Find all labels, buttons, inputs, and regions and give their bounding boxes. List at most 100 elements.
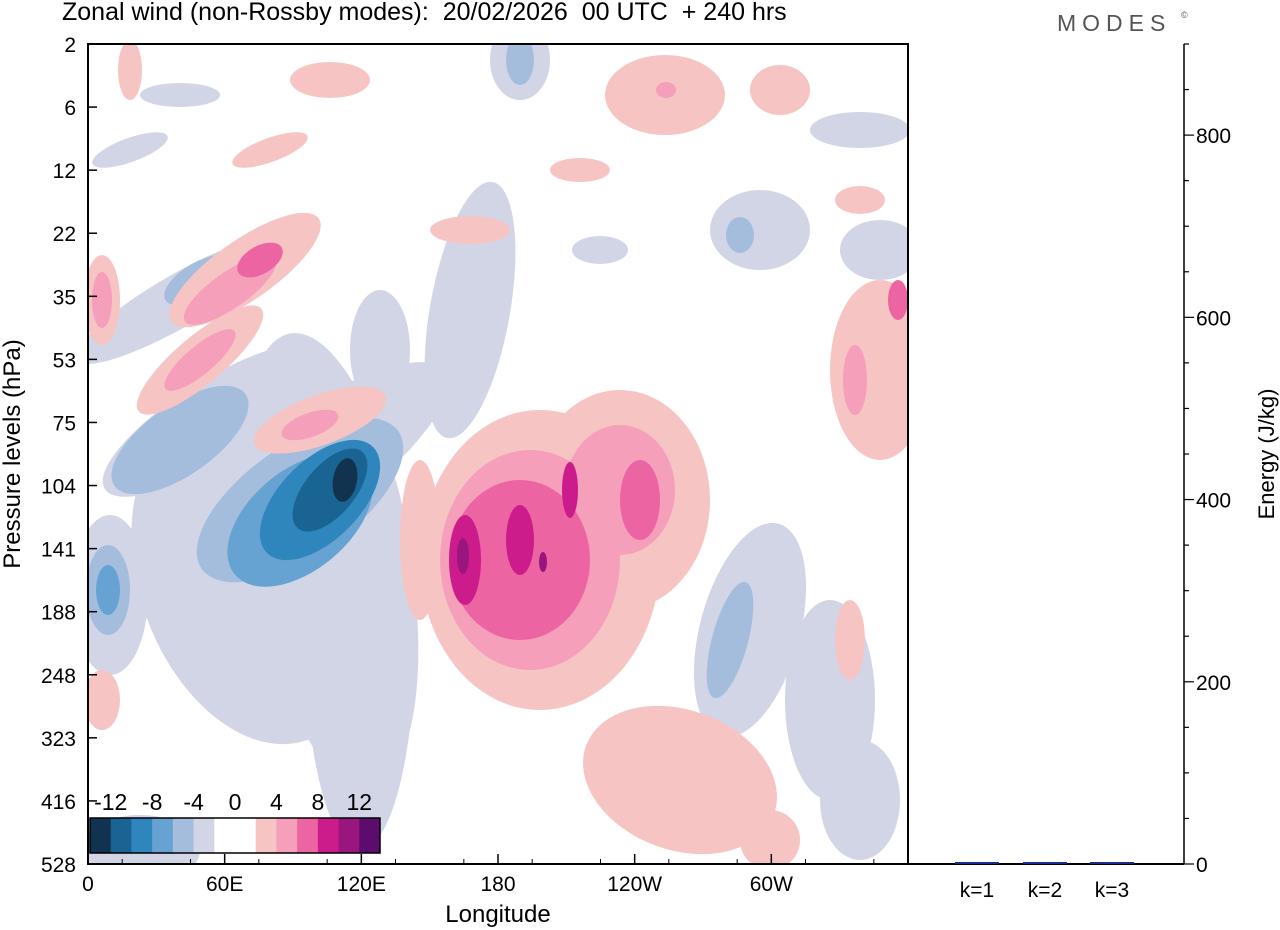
westerly-shade — [281, 409, 339, 441]
chart-title: Zonal wind (non-Rossby modes): 20/02/202… — [62, 0, 787, 26]
y-tick-label: 248 — [41, 665, 76, 688]
colorbar-swatch — [235, 818, 257, 853]
x-tick-label: 0 — [82, 873, 94, 896]
westerly-shade — [620, 460, 660, 540]
westerly-envelope — [118, 44, 142, 100]
westerly-envelope — [232, 132, 308, 168]
energy-category-label: k=1 — [960, 879, 994, 902]
westerly-envelope — [835, 600, 865, 680]
easterly-shade — [726, 217, 754, 253]
x-axis-label: Longitude — [445, 901, 550, 928]
colorbar: -12 -8 -4 0 4 8 12 — [89, 789, 381, 854]
y-tick-label: 53 — [53, 349, 76, 372]
colorbar-label: 0 — [229, 789, 242, 815]
x-tick-label: 180 — [480, 873, 515, 896]
colorbar-swatch — [110, 818, 132, 853]
westerly-envelope — [550, 158, 610, 182]
westerly-core — [539, 552, 547, 572]
westerly-envelope — [740, 810, 800, 864]
y-axis-label: Pressure levels (hPa) — [0, 339, 26, 568]
colorbar-swatch — [193, 818, 215, 853]
energy-tick-label: 600 — [1196, 307, 1231, 330]
westerly-core — [457, 538, 469, 574]
energy-tick-label: 200 — [1196, 672, 1231, 695]
easterly-shade — [111, 385, 249, 495]
heatmap-field — [88, 44, 908, 864]
energy-category-label: k=2 — [1028, 879, 1062, 902]
y-tick-label: 323 — [41, 728, 76, 751]
easterly-shade — [96, 565, 120, 615]
x-tick-label: 120E — [337, 873, 386, 896]
westerly-shade — [506, 505, 534, 575]
colorbar-label: 8 — [311, 789, 324, 815]
easterly-envelope — [350, 290, 410, 410]
y-tick-label: 141 — [41, 539, 76, 562]
colorbar-swatch — [172, 818, 195, 853]
colorbar-label: 12 — [346, 789, 372, 815]
easterly-envelope — [810, 112, 908, 148]
westerly-envelope — [400, 460, 440, 620]
y-tick-label: 188 — [41, 602, 76, 625]
easterly-envelope — [710, 190, 810, 270]
westerly-shade — [164, 329, 236, 391]
y-tick-label: 75 — [53, 412, 76, 435]
westerly-envelope — [830, 280, 908, 460]
colorbar-label: -8 — [142, 789, 162, 815]
y-tick-label: 528 — [41, 854, 76, 877]
y-tick-label: 6 — [64, 97, 76, 120]
westerly-shade — [237, 242, 283, 278]
energy-bar — [955, 862, 999, 864]
energy-axis-label: Energy (J/kg) — [1254, 389, 1279, 520]
westerly-envelope — [750, 65, 810, 115]
energy-tick-label: 0 — [1196, 854, 1208, 877]
colorbar-label: -12 — [94, 789, 127, 815]
colorbar-label: -4 — [183, 789, 204, 815]
westerly-shade — [562, 462, 578, 518]
colorbar-swatch — [317, 818, 340, 853]
copyright-mark: © — [1181, 10, 1188, 20]
energy-category-label: k=3 — [1095, 879, 1129, 902]
x-tick-label: 60W — [750, 873, 793, 896]
colorbar-swatch — [276, 818, 298, 853]
westerly-shade — [92, 272, 112, 328]
easterly-shade — [706, 581, 754, 699]
y-tick-label: 35 — [53, 286, 76, 309]
easterly-envelope — [424, 181, 516, 439]
westerly-shade — [843, 345, 867, 415]
energy-bar — [1090, 862, 1134, 864]
colorbar-label: 4 — [270, 789, 283, 815]
y-tick-label: 104 — [41, 476, 76, 499]
easterly-core — [332, 458, 358, 502]
easterly-envelope — [140, 83, 220, 107]
x-tick-label: 60E — [206, 873, 243, 896]
energy-tick-label: 400 — [1196, 490, 1231, 513]
x-tick-label: 120W — [607, 873, 662, 896]
easterly-envelope — [572, 236, 628, 264]
easterly-envelope — [92, 132, 168, 168]
westerly-envelope — [835, 186, 885, 214]
westerly-envelope — [430, 216, 510, 244]
westerly-envelope — [290, 62, 370, 98]
easterly-envelope — [820, 740, 900, 860]
y-tick-label: 12 — [53, 160, 76, 183]
easterly-envelope — [840, 220, 908, 280]
y-tick-label: 22 — [53, 223, 76, 246]
westerly-shade — [656, 82, 676, 98]
energy-bar — [1023, 862, 1067, 864]
energy-bars: 0 200 400 600 800 k=1 k=2 k=3 — [907, 43, 1231, 902]
westerly-shade — [888, 280, 908, 320]
brand-logo: MODES — [1057, 10, 1172, 36]
colorbar-swatch — [359, 818, 381, 853]
colorbar-swatch — [297, 818, 319, 853]
colorbar-swatch — [214, 818, 236, 853]
colorbar-swatch — [152, 818, 174, 853]
colorbar-swatch — [255, 818, 277, 853]
easterly-shade — [506, 44, 534, 85]
energy-tick-label: 800 — [1196, 125, 1231, 148]
y-tick-label: 2 — [64, 34, 76, 57]
colorbar-swatch — [131, 818, 153, 853]
colorbar-swatch — [90, 818, 112, 853]
colorbar-swatch — [338, 818, 360, 853]
y-tick-label: 416 — [41, 791, 76, 814]
